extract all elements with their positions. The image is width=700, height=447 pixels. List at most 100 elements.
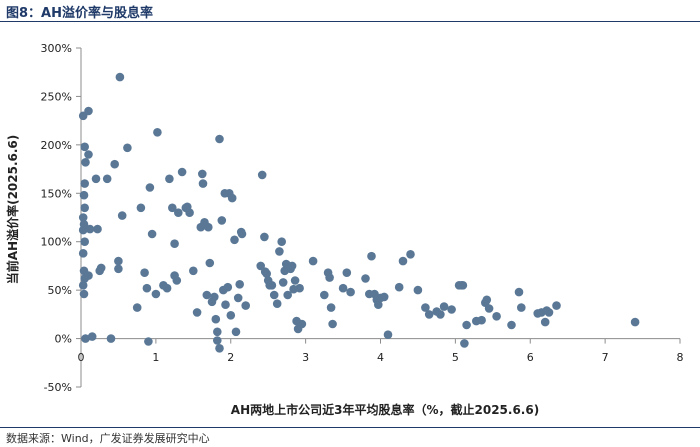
data-point	[78, 249, 88, 258]
data-point	[492, 312, 501, 321]
data-point	[342, 268, 352, 278]
data-point	[507, 320, 516, 330]
x-tick-label: 8	[677, 351, 684, 364]
data-point	[114, 256, 123, 266]
data-point	[272, 299, 282, 309]
data-point	[198, 179, 208, 188]
data-point	[227, 193, 237, 203]
data-point	[458, 281, 468, 290]
data-point	[78, 281, 88, 290]
data-point	[223, 282, 233, 292]
y-tick-label: 150%	[41, 187, 72, 200]
data-point	[80, 203, 89, 213]
data-point	[204, 222, 213, 232]
x-axis-ticks: 0 1 2 3 4 5 6 7 8	[78, 338, 684, 364]
data-point	[132, 303, 142, 312]
data-point	[517, 303, 526, 312]
y-tick-label: 250%	[41, 90, 72, 103]
data-point	[174, 208, 183, 217]
data-point	[78, 213, 88, 222]
data-point	[630, 317, 640, 327]
data-point	[96, 263, 106, 273]
data-point	[283, 290, 293, 300]
data-point	[80, 142, 89, 152]
data-point	[367, 251, 376, 261]
figure-title: 图8：AH溢价率与股息率	[6, 6, 153, 21]
title-divider	[0, 21, 700, 22]
y-tick-label: 100%	[41, 236, 72, 249]
data-point	[462, 320, 471, 330]
data-point	[308, 256, 318, 266]
data-point	[102, 174, 112, 184]
data-point	[482, 295, 492, 305]
data-point	[383, 330, 393, 340]
data-point	[231, 327, 241, 337]
data-point	[320, 290, 329, 300]
data-point	[80, 237, 89, 246]
data-point	[361, 274, 370, 283]
data-point	[215, 344, 224, 353]
data-point	[153, 128, 162, 137]
x-tick-label: 1	[152, 351, 159, 364]
data-points	[78, 72, 640, 353]
data-point	[162, 283, 172, 293]
y-tick-label: 300%	[41, 42, 72, 55]
data-point	[87, 332, 97, 341]
data-point	[221, 300, 230, 310]
data-point	[84, 150, 93, 159]
data-point	[79, 289, 89, 299]
data-point	[211, 314, 221, 324]
data-point	[325, 273, 334, 282]
data-point	[145, 183, 155, 192]
data-point	[552, 301, 561, 310]
data-point	[151, 289, 161, 299]
data-point	[81, 158, 90, 167]
data-point	[287, 261, 297, 271]
x-tick-label: 0	[78, 351, 85, 364]
x-tick-label: 4	[377, 351, 384, 364]
data-point	[110, 159, 119, 169]
data-point	[210, 292, 219, 302]
data-point	[544, 308, 554, 317]
data-point	[514, 287, 524, 297]
data-point	[460, 339, 469, 348]
data-point	[413, 285, 423, 295]
x-axis-title: AH两地上市公司近3年平均股息率（%，截止2025.6.6)	[231, 402, 539, 417]
y-axis-ticks: 300% 250% 200% 150% 100% 50% 0% -50%	[41, 42, 81, 394]
data-point	[406, 250, 415, 259]
data-point	[439, 302, 449, 311]
data-point	[205, 258, 215, 268]
data-point	[213, 327, 222, 337]
data-point	[185, 208, 194, 217]
data-point	[78, 225, 88, 235]
data-point	[278, 278, 288, 287]
data-point	[147, 229, 157, 239]
data-point	[84, 106, 93, 116]
data-point	[117, 211, 127, 220]
data-point	[81, 334, 90, 343]
data-point	[165, 174, 174, 184]
data-point	[144, 337, 153, 346]
x-tick-label: 6	[527, 351, 534, 364]
data-point	[142, 283, 152, 293]
data-point	[235, 280, 244, 289]
data-point	[84, 271, 93, 280]
data-point	[484, 304, 494, 313]
y-tick-label: -50%	[44, 381, 72, 394]
data-point	[436, 310, 445, 319]
data-point	[168, 203, 177, 213]
data-point	[421, 303, 430, 312]
data-point	[338, 283, 348, 293]
data-point	[114, 264, 123, 274]
data-point	[394, 282, 404, 292]
data-point	[202, 290, 212, 300]
data-point	[226, 311, 236, 320]
data-point	[257, 170, 267, 180]
data-point	[79, 190, 89, 200]
data-point	[192, 308, 202, 317]
data-point	[237, 229, 247, 239]
x-tick-label: 5	[452, 351, 459, 364]
data-point	[269, 290, 279, 300]
source-note: 数据来源：Wind，广发证券发展研究中心	[6, 432, 210, 445]
data-point	[295, 283, 304, 293]
